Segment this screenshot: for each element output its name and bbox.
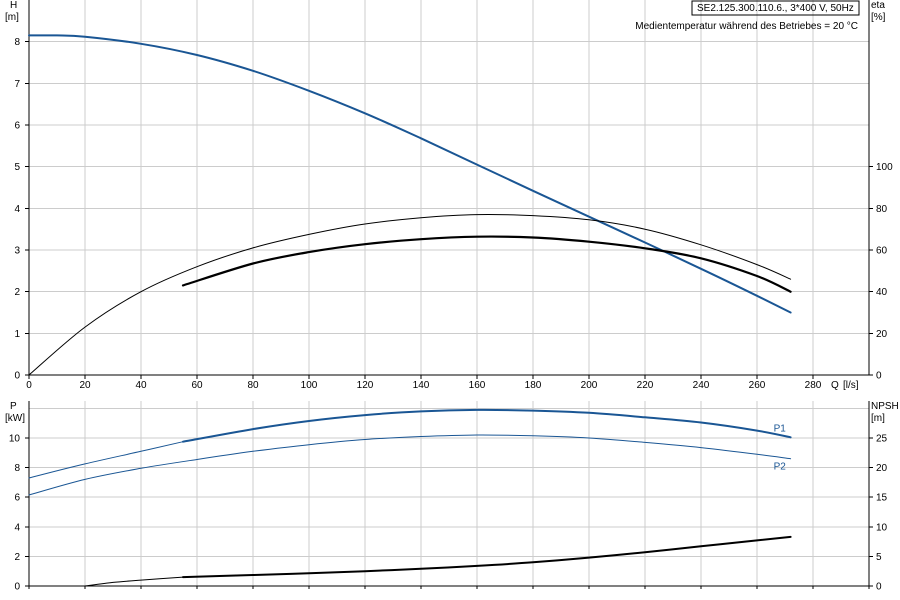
- head-curve-0: [28, 34, 792, 314]
- y-tick-label-right: 60: [876, 246, 888, 257]
- y-tick-label-right: 25: [876, 434, 888, 445]
- x-tick-label: 280: [805, 380, 822, 391]
- y-axis-title-right: NPSH: [871, 401, 899, 412]
- y-tick-label-left: 6: [14, 121, 20, 132]
- y-tick-label-right: 80: [876, 204, 888, 215]
- y-axis-title-left: P: [10, 401, 17, 412]
- y-tick-label-right: 20: [876, 329, 888, 340]
- series-group: P1 P2: [28, 408, 792, 587]
- y-axis-unit-left: [kW]: [5, 413, 25, 424]
- x-tick-label: 40: [135, 380, 147, 391]
- p1-power-curve-1: [182, 408, 792, 443]
- y-tick-label-right: 20: [876, 463, 888, 474]
- y-axis-unit-right: [%]: [871, 12, 886, 23]
- y-tick-label-right: 0: [876, 582, 882, 593]
- power-npsh-panel: 0 2 4 6 8 10 0 5 10 15 20 25 P[kW] NPSH[m] P1 P2: [5, 401, 899, 593]
- y-tick-label-right: 15: [876, 493, 888, 504]
- x-tick-label: 120: [357, 380, 374, 391]
- series-label-p1: P1: [774, 423, 787, 434]
- y-axis-unit-right: [m]: [871, 413, 885, 424]
- x-tick-label: 240: [693, 380, 710, 391]
- x-tick-label: 260: [749, 380, 766, 391]
- model-label: SE2.125.300.110.6., 3*400 V, 50Hz: [697, 3, 854, 14]
- y-tick-label-left: 8: [14, 463, 20, 474]
- efficiency-curve-1: [28, 213, 792, 376]
- y-tick-label-left: 4: [14, 522, 20, 533]
- y-tick-label-right: 10: [876, 522, 888, 533]
- y-tick-label-left: 6: [14, 493, 20, 504]
- series-group: [28, 34, 792, 376]
- x-tick-label: 60: [191, 380, 203, 391]
- x-tick-label: 200: [581, 380, 598, 391]
- y-tick-label-left: 7: [14, 79, 20, 90]
- x-tick-label: 100: [301, 380, 318, 391]
- series-label-p2: P2: [774, 462, 787, 473]
- x-tick-label: 0: [26, 380, 32, 391]
- y-tick-label-left: 10: [9, 434, 21, 445]
- y-tick-label-left: 2: [14, 552, 20, 563]
- x-tick-label: 140: [413, 380, 430, 391]
- p2-power-curve-2: [28, 434, 792, 496]
- p1-power-curve-0: [28, 441, 184, 479]
- npsh-curve-3: [84, 576, 184, 587]
- y-axis-title-right: eta: [871, 0, 885, 11]
- y-axis-title-left: H: [10, 0, 17, 11]
- x-axis-unit: [l/s]: [843, 380, 859, 391]
- y-tick-label-right: 40: [876, 287, 888, 298]
- y-tick-label-left: 1: [14, 329, 20, 340]
- y-tick-label-left: 8: [14, 37, 20, 48]
- y-tick-label-right: 0: [876, 371, 882, 382]
- x-tick-label: 220: [637, 380, 654, 391]
- x-tick-label: 180: [525, 380, 542, 391]
- medium-temperature-label: Medientemperatur während des Betriebes =…: [635, 21, 858, 32]
- y-axis-unit-left: [m]: [5, 12, 19, 23]
- x-tick-label: 80: [247, 380, 259, 391]
- y-tick-label-left: 0: [14, 582, 20, 593]
- y-tick-label-left: 2: [14, 287, 20, 298]
- y-tick-label-left: 5: [14, 162, 20, 173]
- npsh-curve-4: [182, 535, 792, 579]
- x-tick-label: 20: [79, 380, 91, 391]
- y-tick-label-left: 0: [14, 371, 20, 382]
- efficiency-curve-2: [181, 235, 792, 293]
- grid: [29, 0, 869, 375]
- y-tick-label-left: 4: [14, 204, 20, 215]
- y-tick-label-left: 3: [14, 246, 20, 257]
- x-axis-title: Q: [831, 380, 839, 391]
- y-tick-label-right: 5: [876, 552, 882, 563]
- grid: [29, 401, 869, 586]
- x-tick-label: 160: [469, 380, 486, 391]
- model-label-box: [691, 0, 860, 16]
- y-tick-label-right: 100: [876, 162, 893, 173]
